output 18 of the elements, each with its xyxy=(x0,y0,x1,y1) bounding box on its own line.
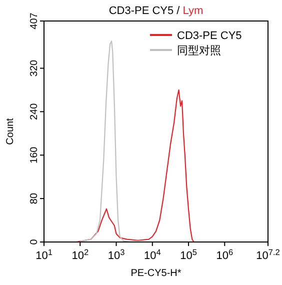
y-tick-label: 407 xyxy=(29,12,40,30)
legend-label: CD3-PE CY5 xyxy=(177,30,242,42)
x-tick-label: 10$^{5}$ xyxy=(180,248,198,262)
x-axis-title: PE-CY5-H* xyxy=(130,268,182,279)
chart-title: CD3-PE CY5 / Lym xyxy=(108,5,204,17)
y-tick-label: 0 xyxy=(29,238,40,245)
x-tick-label: 10$^{4}$ xyxy=(144,248,162,262)
y-tick-label: 80 xyxy=(29,192,40,204)
legend-label: 同型对照 xyxy=(177,44,221,57)
y-tick-label: 320 xyxy=(29,59,40,77)
y-tick-label: 160 xyxy=(29,146,40,164)
x-tick-label: 10$^{3}$ xyxy=(108,248,126,262)
x-tick-label: 10$^{7.2}$ xyxy=(256,248,280,262)
y-axis-title: Count xyxy=(5,118,16,145)
x-tick-label: 10$^{6}$ xyxy=(216,248,234,262)
x-tick-label: 10$^{1}$ xyxy=(36,248,53,262)
y-tick-label: 240 xyxy=(29,102,40,120)
x-tick-label: 10$^{2}$ xyxy=(72,248,89,262)
